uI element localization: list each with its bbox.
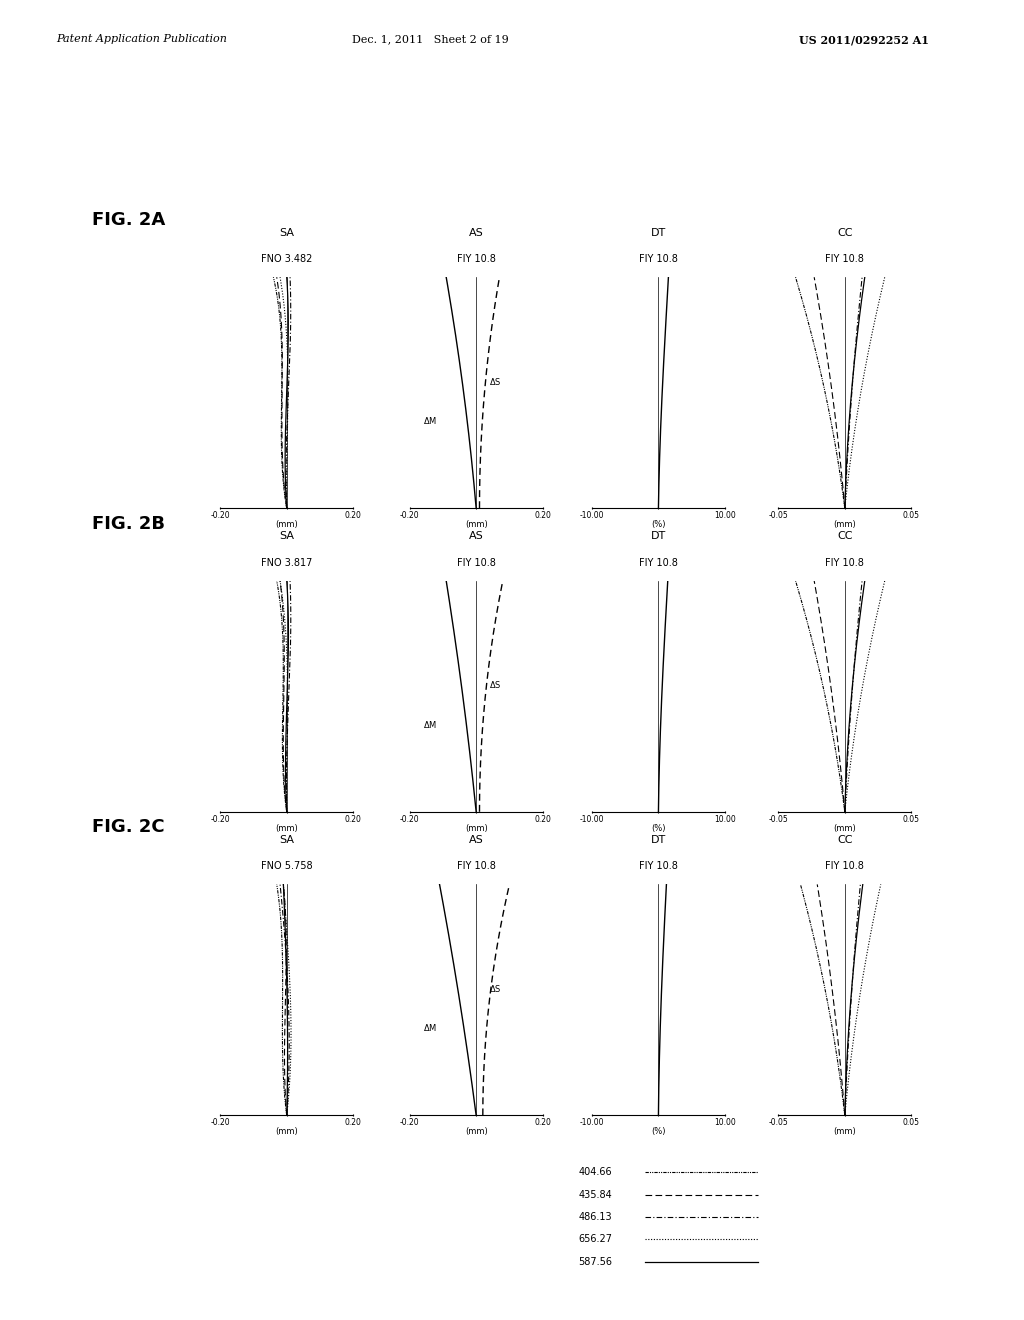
Text: FNO 3.817: FNO 3.817 [261, 557, 312, 568]
Text: 435.84: 435.84 [579, 1189, 612, 1200]
X-axis label: (mm): (mm) [275, 520, 298, 529]
X-axis label: (mm): (mm) [275, 1127, 298, 1137]
Text: FIY 10.8: FIY 10.8 [639, 253, 678, 264]
Text: FIY 10.8: FIY 10.8 [457, 557, 496, 568]
Text: SA: SA [280, 227, 294, 238]
X-axis label: (mm): (mm) [465, 824, 487, 833]
Text: 404.66: 404.66 [579, 1167, 612, 1177]
Text: Dec. 1, 2011   Sheet 2 of 19: Dec. 1, 2011 Sheet 2 of 19 [351, 34, 509, 45]
Text: FIG. 2C: FIG. 2C [92, 818, 165, 837]
Text: 486.13: 486.13 [579, 1212, 612, 1222]
X-axis label: (mm): (mm) [275, 824, 298, 833]
Text: DT: DT [651, 227, 666, 238]
X-axis label: (mm): (mm) [465, 520, 487, 529]
Text: DT: DT [651, 834, 666, 845]
Text: AS: AS [469, 834, 483, 845]
Text: FIG. 2A: FIG. 2A [92, 211, 166, 230]
Text: FIY 10.8: FIY 10.8 [639, 861, 678, 871]
Text: $\Delta$M: $\Delta$M [423, 1022, 437, 1034]
Text: AS: AS [469, 227, 483, 238]
Text: SA: SA [280, 531, 294, 541]
Text: SA: SA [280, 834, 294, 845]
Text: FIY 10.8: FIY 10.8 [825, 861, 864, 871]
Text: FIG. 2B: FIG. 2B [92, 515, 165, 533]
Text: 656.27: 656.27 [579, 1234, 612, 1245]
Text: CC: CC [837, 531, 853, 541]
X-axis label: (mm): (mm) [834, 520, 856, 529]
Text: Patent Application Publication: Patent Application Publication [56, 34, 227, 45]
X-axis label: (mm): (mm) [834, 824, 856, 833]
Text: $\Delta$S: $\Delta$S [489, 983, 502, 994]
Text: $\Delta$S: $\Delta$S [489, 680, 502, 690]
X-axis label: (mm): (mm) [834, 1127, 856, 1137]
Text: DT: DT [651, 531, 666, 541]
Text: FIY 10.8: FIY 10.8 [825, 253, 864, 264]
Text: US 2011/0292252 A1: US 2011/0292252 A1 [799, 34, 929, 45]
Text: CC: CC [837, 834, 853, 845]
Text: FIY 10.8: FIY 10.8 [639, 557, 678, 568]
Text: FIY 10.8: FIY 10.8 [457, 861, 496, 871]
Text: CC: CC [837, 227, 853, 238]
Text: FIY 10.8: FIY 10.8 [457, 253, 496, 264]
Text: $\Delta$M: $\Delta$M [423, 718, 437, 730]
X-axis label: (mm): (mm) [465, 1127, 487, 1137]
X-axis label: (%): (%) [651, 520, 666, 529]
Text: $\Delta$S: $\Delta$S [489, 376, 502, 387]
Text: FNO 3.482: FNO 3.482 [261, 253, 312, 264]
Text: $\Delta$M: $\Delta$M [423, 414, 437, 426]
Text: FIY 10.8: FIY 10.8 [825, 557, 864, 568]
X-axis label: (%): (%) [651, 1127, 666, 1137]
Text: 587.56: 587.56 [579, 1257, 612, 1267]
Text: FNO 5.758: FNO 5.758 [261, 861, 312, 871]
Text: AS: AS [469, 531, 483, 541]
X-axis label: (%): (%) [651, 824, 666, 833]
